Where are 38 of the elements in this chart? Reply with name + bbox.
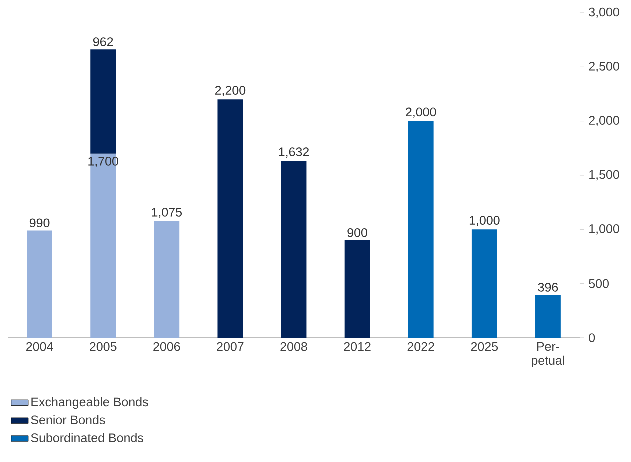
x-tick-label: 2022 — [408, 342, 434, 352]
bar — [218, 100, 244, 338]
data-label: 1,000 — [470, 216, 500, 226]
y-tick-label: 3,000 — [589, 8, 620, 18]
bar — [281, 161, 307, 338]
bar — [472, 230, 498, 338]
legend-label: Exchangeable Bonds — [32, 397, 148, 410]
x-tick-label: 2004 — [26, 342, 54, 352]
x-tick-label: 2012 — [344, 342, 371, 352]
x-tick-label: 2007 — [217, 342, 244, 352]
x-tick-label: Per-petual — [532, 342, 564, 368]
bar — [408, 121, 434, 338]
bar — [27, 230, 52, 338]
data-label: 1,632 — [279, 148, 310, 158]
data-label: 900 — [348, 228, 368, 238]
y-tick-label: 2,000 — [589, 116, 620, 126]
bar — [90, 154, 116, 338]
data-label: 2,000 — [406, 108, 436, 118]
y-tick-label: 500 — [589, 279, 609, 288]
bar — [536, 295, 561, 338]
data-label: 396 — [538, 283, 558, 292]
data-label: 962 — [93, 38, 114, 46]
x-tick-label: 2006 — [154, 342, 180, 352]
legend-label: Senior Bonds — [31, 415, 106, 425]
data-label: 1,075 — [152, 208, 182, 218]
x-tick-label: 2025 — [471, 342, 498, 352]
x-tick-label: 2008 — [280, 342, 308, 352]
y-tick-label: 1,500 — [590, 170, 620, 181]
data-label: 2,200 — [215, 86, 246, 96]
x-tick-label: 2005 — [90, 342, 117, 352]
legend-label: Subordinated Bonds — [31, 433, 144, 442]
y-tick-label: 0 — [589, 334, 596, 342]
y-tick-label: 1,000 — [590, 224, 620, 235]
bar — [154, 222, 180, 338]
bar — [344, 240, 370, 338]
bar — [90, 50, 116, 154]
y-tick-label: 2,500 — [589, 62, 620, 72]
data-label: 990 — [30, 218, 50, 228]
